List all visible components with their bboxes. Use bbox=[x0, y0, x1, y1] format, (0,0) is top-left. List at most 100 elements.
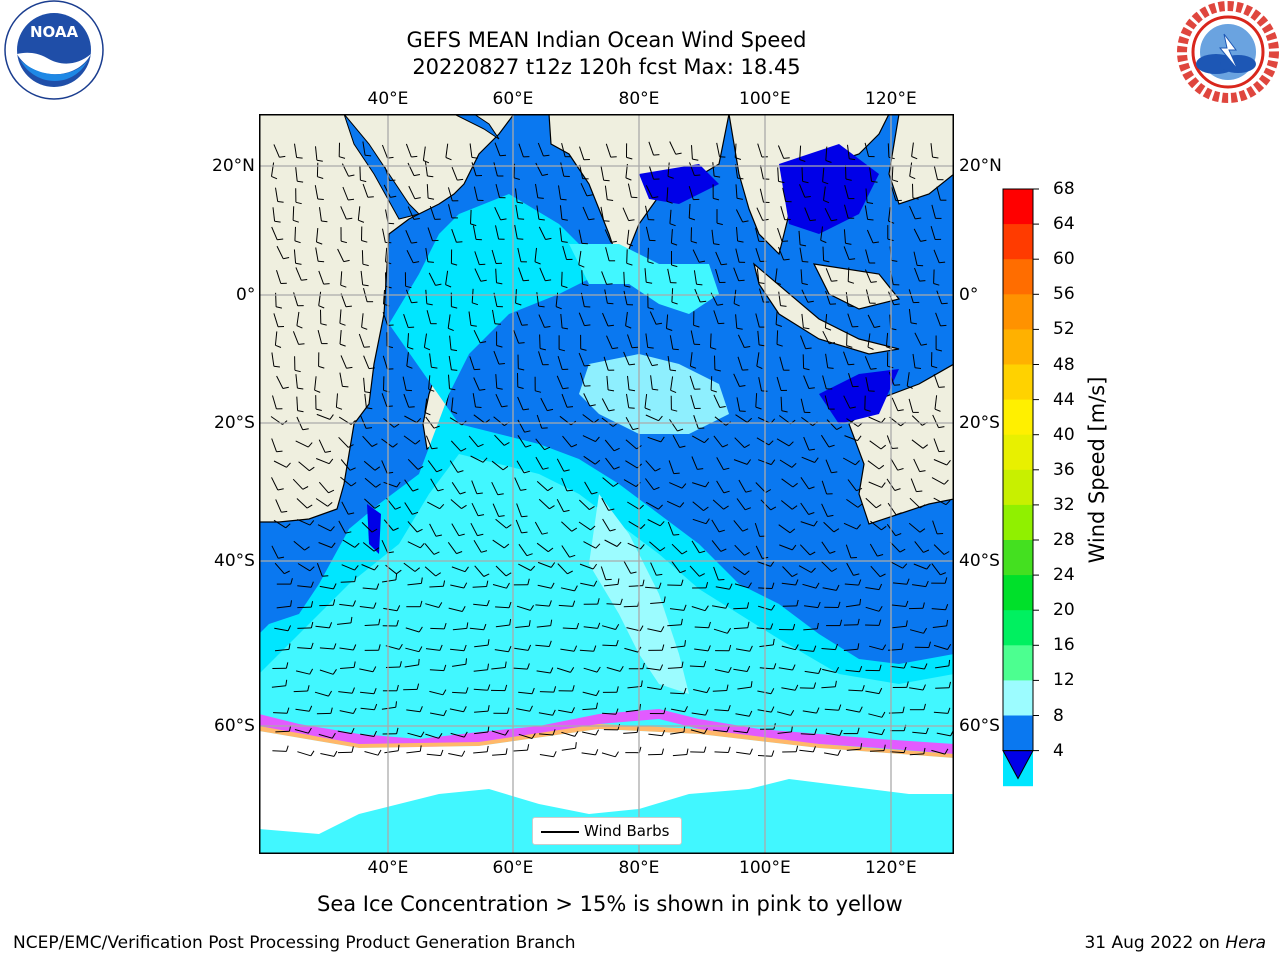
wind-barb bbox=[843, 246, 850, 260]
wind-barb-flag bbox=[461, 750, 466, 757]
wind-barb-flag bbox=[529, 705, 533, 712]
wind-barb-flag bbox=[625, 325, 632, 329]
wind-barb bbox=[713, 628, 728, 634]
wind-barb-flag bbox=[396, 481, 401, 488]
wind-barb-flag bbox=[606, 283, 613, 285]
wind-barb-flag bbox=[498, 363, 505, 365]
wind-barb-flag bbox=[362, 284, 369, 287]
wind-barb bbox=[471, 480, 478, 494]
wind-barb bbox=[716, 457, 724, 470]
wind-barb bbox=[422, 146, 426, 161]
wind-barb bbox=[381, 438, 394, 448]
wind-barb bbox=[647, 436, 662, 443]
wind-barb-flag bbox=[723, 467, 730, 471]
wind-barb bbox=[556, 498, 565, 512]
wind-barb bbox=[583, 541, 597, 549]
wind-barb bbox=[273, 712, 288, 714]
wind-barb bbox=[754, 522, 761, 537]
wind-barb bbox=[494, 649, 509, 653]
lon-tick-top: 80°E bbox=[618, 89, 660, 109]
wind-barb-flag bbox=[435, 534, 443, 537]
wind-barb-flag bbox=[443, 709, 447, 716]
wind-barb bbox=[561, 477, 568, 492]
wind-barb-flag bbox=[284, 570, 290, 575]
wind-barb-flag bbox=[550, 562, 556, 568]
wind-barb bbox=[314, 185, 319, 200]
wind-barb bbox=[821, 686, 836, 689]
wind-barb-flag bbox=[527, 644, 532, 651]
colorbar-tick-label: 32 bbox=[1053, 494, 1075, 515]
wind-barb bbox=[491, 481, 499, 496]
wind-barb-flag bbox=[933, 283, 940, 286]
wind-barb-flag bbox=[808, 448, 815, 451]
wind-barb-flag bbox=[480, 279, 487, 282]
wind-barb bbox=[534, 247, 537, 262]
wind-barb bbox=[803, 375, 810, 389]
wind-barb bbox=[297, 627, 312, 629]
wind-barb bbox=[605, 247, 610, 261]
wind-barb-flag bbox=[571, 707, 575, 714]
wind-barb-flag bbox=[684, 706, 688, 712]
wind-barb-flag bbox=[673, 472, 680, 475]
wind-barb bbox=[736, 227, 739, 242]
wind-barb-flag bbox=[275, 306, 283, 309]
wind-barb-flag bbox=[857, 618, 860, 625]
wind-barb bbox=[623, 351, 630, 366]
wind-barb-flag bbox=[328, 489, 335, 494]
wind-barb-flag bbox=[922, 444, 929, 449]
wind-barb-flag bbox=[616, 541, 622, 547]
wind-barb bbox=[755, 393, 758, 408]
wind-barb bbox=[535, 456, 544, 470]
wind-barb bbox=[733, 520, 743, 532]
wind-barb bbox=[381, 460, 388, 474]
wind-barb-flag bbox=[693, 324, 700, 328]
wind-barb-flag bbox=[639, 625, 644, 632]
wind-barb-flag bbox=[704, 605, 709, 611]
wind-barb bbox=[557, 355, 563, 370]
wind-barb bbox=[271, 352, 275, 367]
wind-barb bbox=[293, 690, 308, 693]
wind-barb-flag bbox=[744, 444, 750, 449]
wind-barb-flag bbox=[925, 727, 929, 734]
wind-barb bbox=[755, 313, 760, 328]
wind-barb-flag bbox=[345, 305, 352, 308]
wind-barb-flag bbox=[574, 585, 578, 592]
wind-barb bbox=[603, 356, 609, 371]
wind-barb-flag bbox=[746, 727, 750, 733]
wind-barb-flag bbox=[807, 300, 814, 303]
wind-barb bbox=[759, 644, 774, 648]
wind-barb bbox=[406, 750, 421, 754]
wind-barb bbox=[338, 436, 349, 448]
wind-barb-flag bbox=[523, 470, 530, 474]
wind-barb bbox=[340, 293, 347, 307]
wind-barb-flag bbox=[309, 466, 315, 472]
wind-barb bbox=[582, 435, 596, 443]
wind-barb bbox=[689, 352, 693, 367]
wind-barb bbox=[472, 225, 477, 240]
wind-barb-flag bbox=[363, 346, 370, 348]
wind-barb-flag bbox=[339, 343, 346, 347]
wind-barb-flag bbox=[879, 573, 886, 578]
wind-barb bbox=[801, 167, 804, 182]
wind-barb-flag bbox=[791, 544, 797, 551]
wind-barb bbox=[382, 311, 389, 326]
wind-barb bbox=[428, 272, 436, 286]
wind-barb bbox=[867, 460, 880, 470]
wind-barb bbox=[561, 271, 563, 286]
wind-barb-flag bbox=[814, 728, 818, 735]
wind-barb bbox=[799, 544, 811, 556]
wind-barb-flag bbox=[416, 683, 420, 690]
wind-barb bbox=[578, 312, 585, 326]
colorbar-segment bbox=[1003, 540, 1033, 576]
wind-barb bbox=[623, 605, 638, 608]
wind-barb-flag bbox=[855, 460, 860, 466]
wind-barb bbox=[606, 603, 621, 605]
wind-barb bbox=[933, 544, 945, 555]
lat-tick-left: 40°S bbox=[214, 551, 255, 571]
wind-barb bbox=[452, 691, 467, 694]
wind-barb-flag bbox=[373, 547, 380, 552]
wind-barb-flag bbox=[458, 533, 465, 537]
wind-barb-flag bbox=[479, 388, 486, 391]
wind-barb-flag bbox=[348, 198, 355, 201]
wind-barb-flag bbox=[717, 303, 724, 306]
